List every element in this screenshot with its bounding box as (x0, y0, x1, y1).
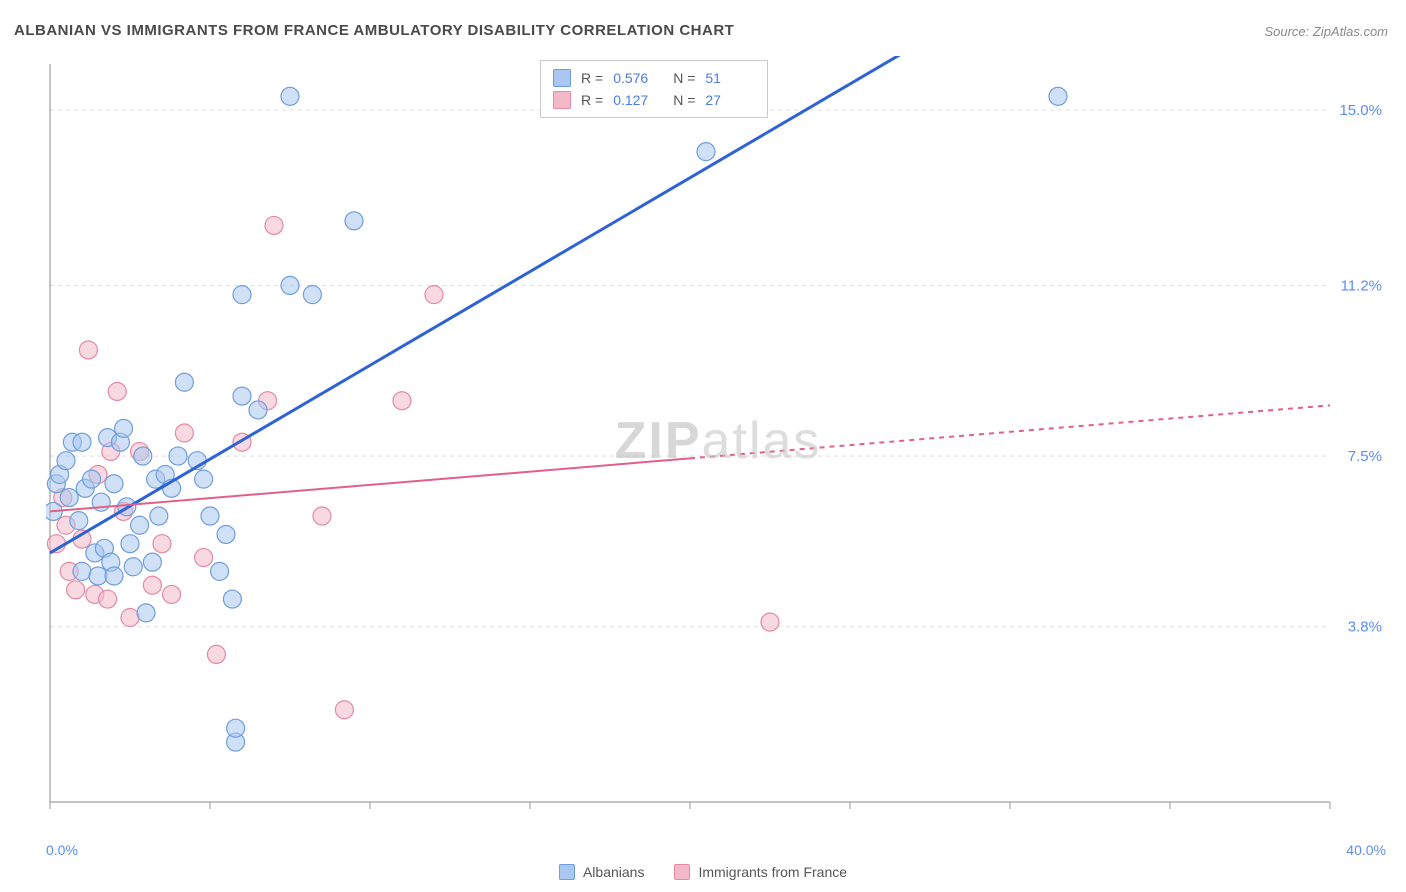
legend-item: Immigrants from France (674, 864, 847, 880)
legend-label: Albanians (583, 864, 645, 880)
chart-container: ALBANIAN VS IMMIGRANTS FROM FRANCE AMBUL… (0, 0, 1406, 892)
legend-item: Albanians (559, 864, 645, 880)
n-value: 27 (705, 92, 755, 108)
x-axis-max-label: 40.0% (1346, 842, 1386, 858)
n-value: 51 (705, 70, 755, 86)
stat-row: R = 0.576 N = 51 (553, 67, 755, 89)
source-credit: Source: ZipAtlas.com (1264, 24, 1388, 39)
x-axis-min-label: 0.0% (46, 842, 78, 858)
bottom-legend: Albanians Immigrants from France (0, 864, 1406, 880)
svg-text:11.2%: 11.2% (1341, 277, 1382, 294)
r-label: R = (581, 70, 603, 86)
legend-label: Immigrants from France (698, 864, 847, 880)
svg-text:3.8%: 3.8% (1348, 619, 1382, 636)
r-value: 0.127 (613, 92, 663, 108)
scatter-svg: 3.8% 7.5% 11.2% 15.0% (46, 56, 1390, 826)
stat-row: R = 0.127 N = 27 (553, 89, 755, 111)
n-label: N = (673, 92, 695, 108)
chart-title: ALBANIAN VS IMMIGRANTS FROM FRANCE AMBUL… (14, 22, 734, 39)
stats-legend-box: R = 0.576 N = 51 R = 0.127 N = 27 (540, 60, 768, 118)
plot-area: 3.8%7.5%11.2%15.0% ZIPatlas (46, 56, 1390, 826)
series-swatch (553, 91, 571, 109)
svg-text:15.0%: 15.0% (1339, 102, 1382, 119)
svg-text:7.5%: 7.5% (1348, 448, 1382, 465)
r-value: 0.576 (613, 70, 663, 86)
series-swatch (553, 69, 571, 87)
legend-swatch (674, 864, 690, 880)
legend-swatch (559, 864, 575, 880)
n-label: N = (673, 70, 695, 86)
r-label: R = (581, 92, 603, 108)
